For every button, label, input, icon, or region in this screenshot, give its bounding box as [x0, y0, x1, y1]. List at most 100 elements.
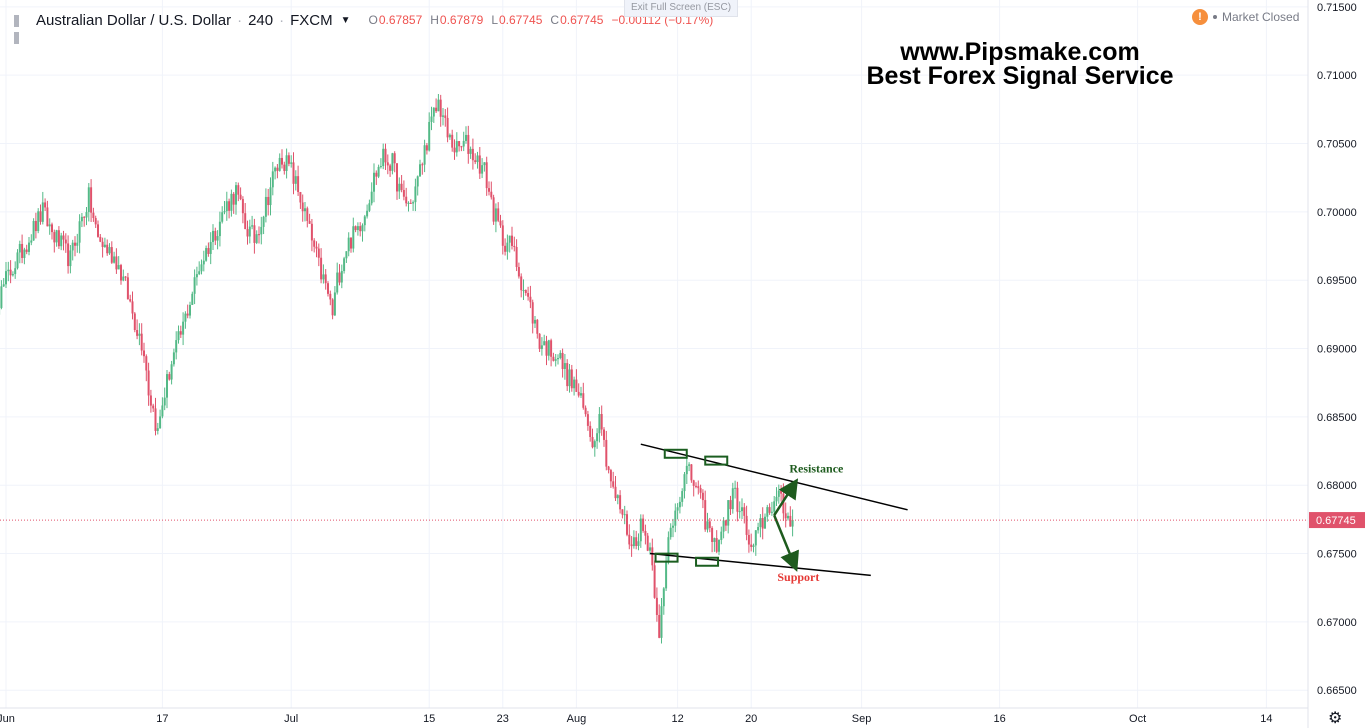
exit-fullscreen-button[interactable]: Exit Full Screen (ESC)	[624, 0, 739, 17]
trendline-annotations[interactable]: Resistance Support	[640, 443, 908, 584]
resistance-touch-box[interactable]	[704, 455, 729, 466]
resistance-trendline[interactable]	[640, 443, 908, 511]
candle-body	[780, 490, 783, 494]
candle-body	[57, 230, 60, 247]
candle-body	[522, 290, 525, 292]
candle-body	[612, 481, 615, 487]
candle-body	[352, 226, 355, 249]
candle-body	[274, 167, 277, 172]
chevron-down-icon[interactable]: ▼	[340, 14, 351, 26]
candle-body	[628, 534, 631, 545]
tradingview-bars-icon[interactable]	[14, 14, 26, 44]
support-touch-box[interactable]	[654, 552, 679, 563]
support-touch-box[interactable]	[695, 556, 720, 567]
exchange-label[interactable]: FXCM	[290, 11, 333, 29]
candle-body	[527, 293, 530, 297]
candle-body	[92, 212, 95, 219]
candle-body	[39, 211, 42, 222]
candle-body	[168, 374, 171, 380]
watermark-line-2: Best Forex Signal Service	[866, 62, 1174, 90]
candle-body	[297, 176, 300, 193]
candle-body	[580, 393, 582, 396]
symbol-title[interactable]: Australian Dollar / U.S. Dollar	[36, 11, 232, 29]
price-tick-label: 0.68000	[1317, 480, 1357, 492]
candle-body	[379, 166, 382, 168]
candle-body	[768, 507, 771, 513]
candle-body	[373, 172, 375, 192]
time-tick-label: Jul	[284, 713, 298, 725]
watermark-line-1: www.Pipsmake.com	[900, 38, 1140, 66]
candle-body	[711, 527, 714, 542]
time-scale[interactable]: Jun 17 Jul 15 23 Aug 12 20 Sep 16 Oct 14	[0, 707, 1308, 725]
candle-body	[166, 374, 168, 398]
candle-body	[195, 274, 198, 278]
candle-body	[147, 370, 150, 396]
candle-body	[764, 516, 766, 529]
candle-body	[241, 199, 244, 214]
candle-body	[559, 352, 562, 359]
candle-body	[64, 239, 67, 244]
candle-body	[53, 232, 56, 243]
candle-body	[435, 107, 438, 112]
arrow-up-resistance[interactable]	[773, 478, 799, 516]
arrow-down-support[interactable]	[773, 514, 799, 572]
candle-body	[113, 256, 116, 263]
candle-body	[635, 537, 638, 546]
candle-body	[14, 268, 17, 275]
candle-body	[432, 107, 435, 117]
candle-body	[600, 414, 603, 430]
candle-body	[773, 501, 776, 512]
candle-body	[126, 277, 129, 300]
candle-body	[71, 242, 74, 251]
candle-body	[253, 225, 256, 243]
status-dot	[1213, 15, 1217, 19]
market-status[interactable]: ! Market Closed	[1192, 9, 1299, 25]
time-tick-label: 17	[156, 713, 168, 725]
candle-body	[391, 153, 394, 171]
candle-body	[9, 269, 12, 276]
candle-body	[658, 614, 661, 638]
gear-icon[interactable]: ⚙	[1328, 710, 1343, 727]
candle-body	[398, 183, 401, 192]
support-trendline[interactable]	[649, 552, 871, 577]
candle-body	[697, 486, 700, 489]
candle-body	[205, 248, 208, 261]
candle-body	[218, 221, 221, 237]
candle-body	[143, 350, 145, 357]
candle-body	[237, 185, 240, 195]
candle-body	[260, 226, 263, 235]
candle-body	[5, 271, 7, 285]
candle-body	[299, 192, 302, 203]
candle-body	[545, 341, 548, 356]
candle-body	[759, 518, 762, 528]
support-label[interactable]: Support	[777, 570, 819, 584]
candle-body	[405, 196, 408, 204]
candle-body	[757, 527, 760, 531]
candle-body	[301, 202, 304, 212]
candle-body	[32, 220, 35, 241]
candle-body	[591, 436, 594, 448]
candle-body	[212, 230, 214, 243]
candle-body	[322, 274, 325, 280]
candle-body	[543, 341, 546, 346]
candle-body	[377, 166, 380, 177]
candle-body	[46, 207, 49, 227]
time-tick-label: 16	[993, 713, 1005, 725]
candle-body	[626, 514, 628, 535]
candle-body	[481, 165, 484, 174]
price-tick-label: 0.67000	[1317, 617, 1357, 629]
candle-body	[458, 141, 461, 147]
candle-body	[614, 486, 617, 499]
interval-label[interactable]: 240	[248, 11, 274, 29]
candle-body	[186, 313, 189, 316]
candle-body	[136, 330, 139, 336]
resistance-label[interactable]: Resistance	[789, 461, 844, 475]
candle-body	[214, 230, 217, 241]
resistance-touch-box[interactable]	[663, 448, 688, 459]
candle-body	[483, 162, 486, 166]
candle-body	[701, 492, 704, 501]
candle-body	[131, 301, 134, 314]
candlestick-series	[0, 94, 794, 644]
